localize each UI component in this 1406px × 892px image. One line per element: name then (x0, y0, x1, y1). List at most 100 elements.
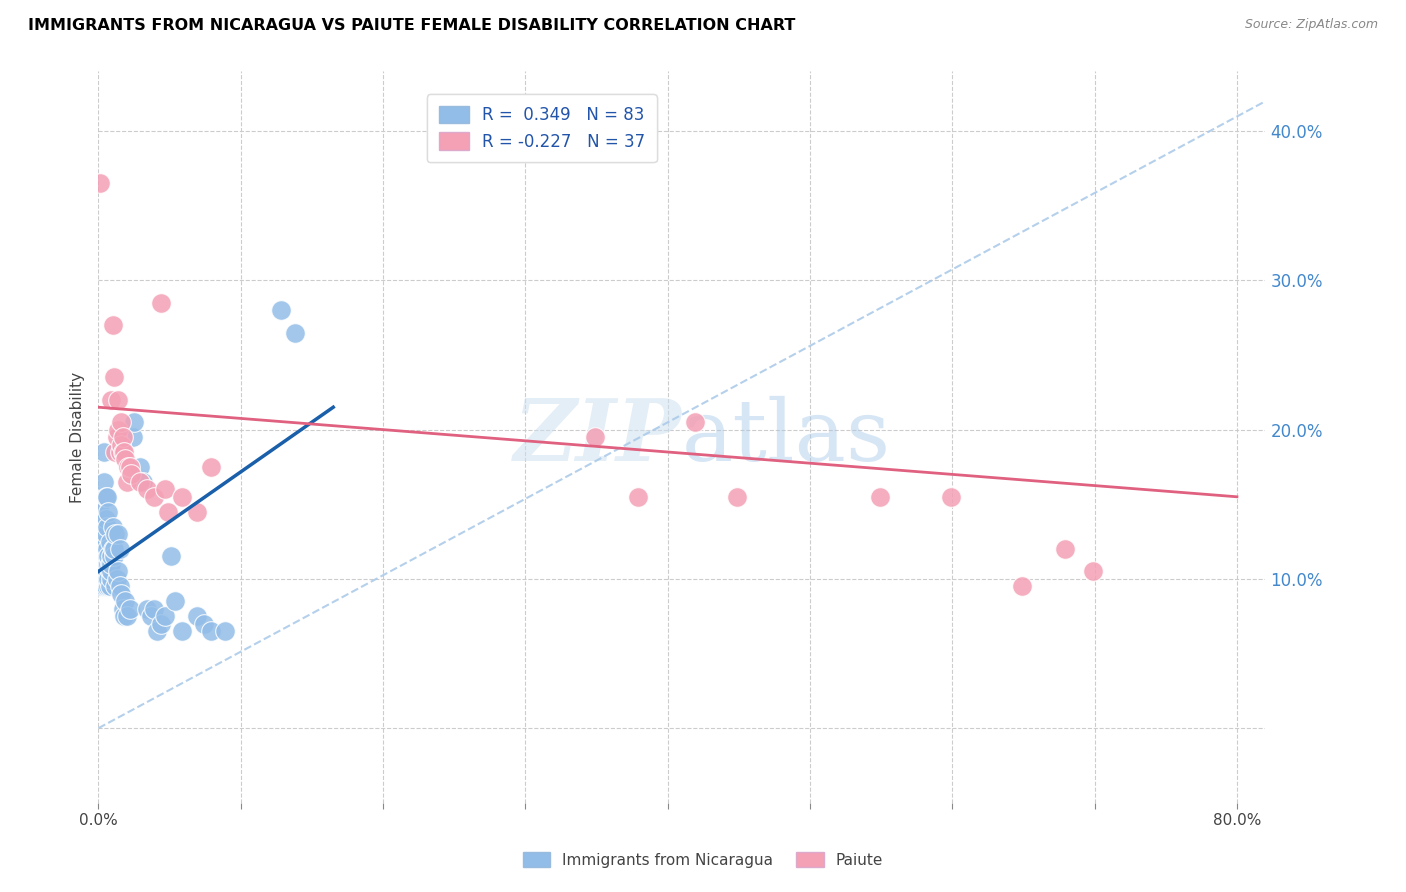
Point (96, 549, 118, 564)
Point (155, 483, 177, 497)
Point (94, 527, 117, 541)
Point (112, 445, 135, 459)
Point (160, 549, 183, 564)
Text: ZIP: ZIP (515, 395, 682, 479)
Point (107, 392, 129, 407)
Text: IMMIGRANTS FROM NICARAGUA VS PAIUTE FEMALE DISABILITY CORRELATION CHART: IMMIGRANTS FROM NICARAGUA VS PAIUTE FEMA… (28, 18, 796, 33)
Point (96, 490, 118, 504)
Point (150, 295, 173, 310)
Point (93, 565, 115, 579)
Point (101, 542, 124, 557)
Point (142, 490, 165, 504)
Point (139, 609, 162, 624)
Y-axis label: Female Disability: Female Disability (69, 371, 84, 503)
Point (107, 565, 129, 579)
Point (94, 565, 117, 579)
Point (108, 579, 131, 593)
Point (128, 459, 150, 474)
Point (193, 616, 215, 631)
Point (93, 549, 115, 564)
Point (94, 579, 117, 593)
Point (94, 549, 117, 564)
Point (110, 415, 132, 429)
Point (122, 415, 145, 429)
Point (270, 303, 292, 318)
Point (135, 601, 157, 615)
Point (118, 601, 141, 615)
Point (100, 557, 122, 571)
Point (89, 505, 111, 519)
Point (94, 572, 117, 586)
Point (107, 527, 129, 541)
Point (93, 445, 115, 459)
Point (110, 587, 132, 601)
Point (115, 475, 138, 489)
Point (1053, 542, 1076, 557)
Point (128, 475, 150, 489)
Text: Source: ZipAtlas.com: Source: ZipAtlas.com (1244, 18, 1378, 31)
Point (107, 423, 129, 437)
Point (94, 490, 117, 504)
Point (96, 542, 118, 557)
Point (103, 542, 125, 557)
Point (91, 549, 114, 564)
Point (97, 572, 120, 586)
Text: atlas: atlas (682, 395, 891, 479)
Point (869, 490, 891, 504)
Point (146, 624, 169, 639)
Point (97, 557, 120, 571)
Point (108, 445, 131, 459)
Point (104, 445, 127, 459)
Point (115, 609, 138, 624)
Point (186, 505, 208, 519)
Point (103, 549, 125, 564)
Point (89, 177, 111, 191)
Point (94, 557, 117, 571)
Point (100, 549, 122, 564)
Point (98, 565, 121, 579)
Legend: Immigrants from Nicaragua, Paiute: Immigrants from Nicaragua, Paiute (515, 844, 891, 875)
Point (165, 594, 187, 608)
Point (97, 579, 120, 593)
Point (627, 490, 650, 504)
Point (103, 370, 125, 384)
Point (96, 519, 118, 533)
Point (93, 542, 115, 557)
Point (155, 609, 177, 624)
Point (104, 579, 127, 593)
Point (142, 601, 165, 615)
Point (93, 534, 115, 549)
Point (101, 318, 124, 332)
Point (93, 557, 115, 571)
Point (150, 616, 173, 631)
Point (97, 549, 120, 564)
Point (110, 437, 132, 451)
Point (93, 579, 115, 593)
Point (98, 534, 121, 549)
Point (91, 565, 114, 579)
Point (1083, 565, 1105, 579)
Point (725, 490, 748, 504)
Point (111, 430, 134, 444)
Point (100, 392, 122, 407)
Point (91, 519, 114, 533)
Point (98, 557, 121, 571)
Point (98, 579, 121, 593)
Point (114, 452, 136, 467)
Point (172, 624, 194, 639)
Point (96, 572, 118, 586)
Point (90, 534, 112, 549)
Point (683, 415, 706, 429)
Point (120, 467, 142, 482)
Point (94, 534, 117, 549)
Point (101, 519, 124, 533)
Point (94, 542, 117, 557)
Point (939, 490, 962, 504)
Point (186, 609, 208, 624)
Point (108, 542, 131, 557)
Point (111, 445, 134, 459)
Point (104, 527, 127, 541)
Legend: R =  0.349   N = 83, R = -0.227   N = 37: R = 0.349 N = 83, R = -0.227 N = 37 (427, 95, 657, 162)
Point (105, 572, 128, 586)
Point (91, 542, 114, 557)
